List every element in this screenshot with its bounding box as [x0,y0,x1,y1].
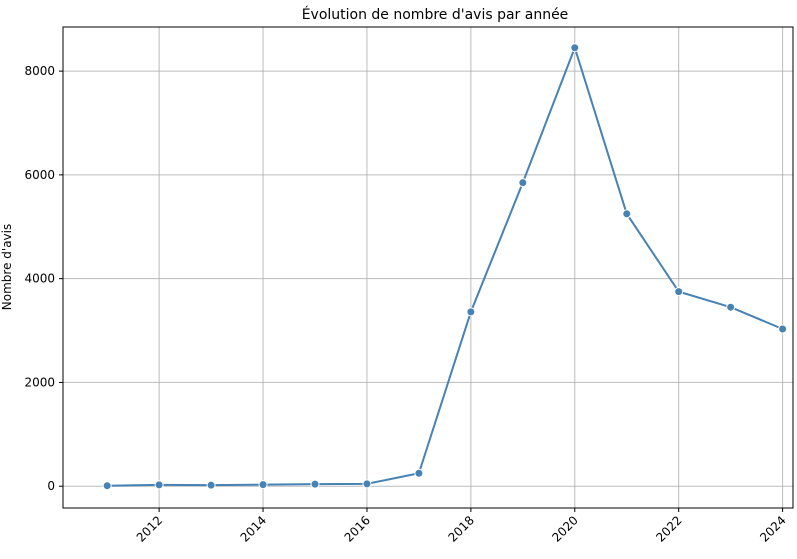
data-point [674,287,684,297]
x-tick-label: 2020 [549,513,580,544]
x-tick-label: 2022 [653,513,684,544]
chart-title: Évolution de nombre d'avis par année [302,6,569,23]
data-point [570,43,580,53]
data-point [258,480,268,490]
y-tick-label: 4000 [24,272,55,286]
data-point [466,307,476,317]
x-tick-label: 2018 [445,513,476,544]
y-axis-label: Nombre d'avis [0,224,14,310]
x-tick-label: 2014 [238,513,269,544]
y-tick-label: 8000 [24,64,55,78]
x-tick-label: 2016 [342,513,373,544]
grid-layer [63,27,793,508]
data-point [154,480,164,490]
y-tick-label: 2000 [24,375,55,389]
y-tick-label: 0 [47,479,55,493]
plot-frame [62,26,794,509]
x-tick-label: 2024 [757,513,788,544]
y-tick-label: 6000 [24,168,55,182]
data-point [362,479,372,489]
data-point [414,468,424,478]
data-point [518,178,528,188]
data-point [622,209,632,219]
x-tick-label: 2012 [134,513,165,544]
data-point [778,324,788,334]
data-point [310,479,320,489]
data-point [102,481,112,491]
series-line [107,46,783,487]
axes-layer: 2012 2014 2016 2018 2020 2022 2024 0 2000 4000 600… [24,26,794,545]
series-layer [102,43,788,491]
data-point [206,480,216,490]
data-point [726,302,736,312]
